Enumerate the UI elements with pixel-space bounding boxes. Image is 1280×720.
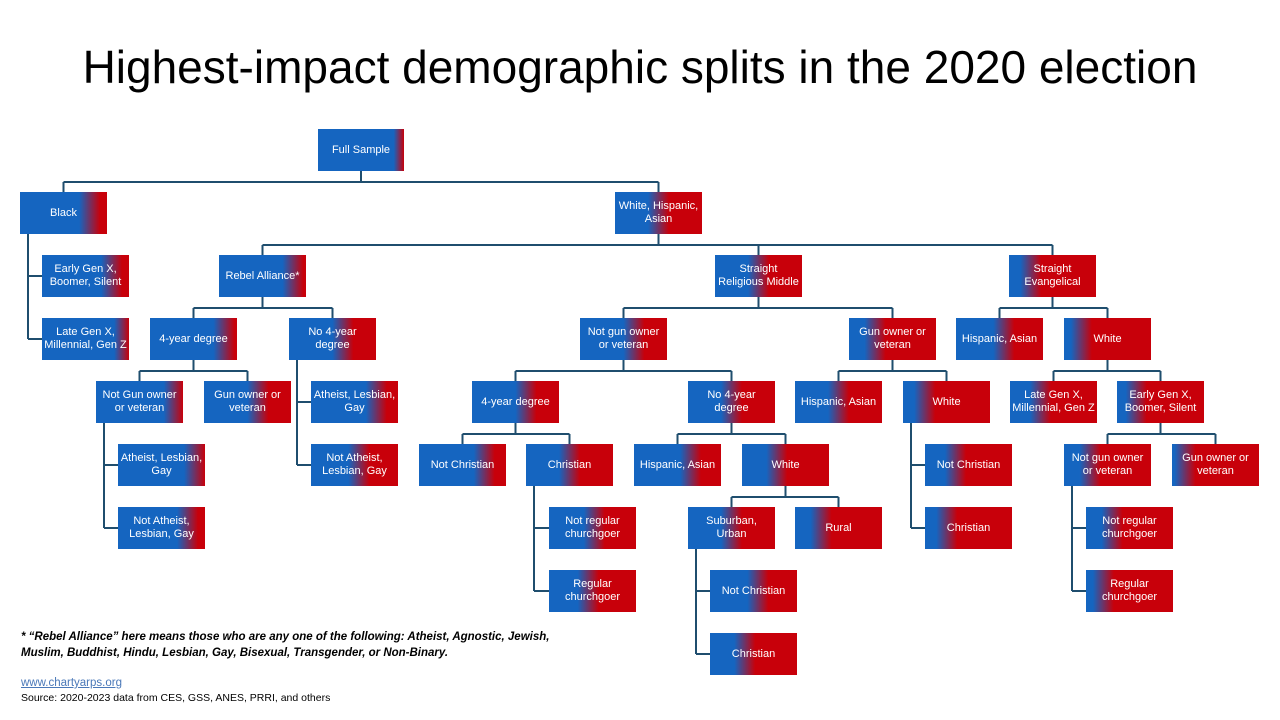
node-label: Christian [547,458,592,471]
node-label: Rebel Alliance* [225,269,300,282]
node-label: Late Gen X, Millennial, Gen Z [44,326,127,351]
node-srm_w_sub_chr: Christian [710,633,797,675]
node-rb_4y_ng_ath: Atheist, Lesbian, Gay [118,444,205,486]
node-srm_gun_w_nochr: Not Christian [925,444,1012,486]
node-srm_ng_4y_chr_nreg: Not regular churchgoer [549,507,636,549]
page-title: Highest-impact demographic splits in the… [82,41,1198,93]
node-label: Straight Religious Middle [718,263,799,288]
node-label: Regular churchgoer [564,578,621,603]
node-label: White [1093,332,1122,345]
node-srm_gun_w_chr: Christian [925,507,1012,549]
node-srm_ng_no4_hisp: Hispanic, Asian [634,444,721,486]
node-label: Christian [946,521,991,534]
node-label: Not Gun owner or veteran [102,389,177,414]
node-srm_ng_4y_chr: Christian [526,444,613,486]
node-srm_ng_no4_white: White [742,444,829,486]
node-label: Not regular churchgoer [564,515,621,540]
node-rb_4y_nogun: Not Gun owner or veteran [96,381,183,423]
node-se_wo_gun: Gun owner or veteran [1172,444,1259,486]
node-label: Rural [825,521,852,534]
node-label: White [771,458,800,471]
node-rb_4y: 4-year degree [150,318,237,360]
node-srm_w_sub: Suburban, Urban [688,507,775,549]
node-label: 4-year degree [481,395,550,408]
node-rb_4y_gun: Gun owner or veteran [204,381,291,423]
node-se: Straight Evangelical [1009,255,1096,297]
node-label: Christian [731,647,776,660]
node-label: Regular churchgoer [1101,578,1158,603]
node-b_old: Early Gen X, Boomer, Silent [42,255,129,297]
source-note: Source: 2020-2023 data from CES, GSS, AN… [21,692,331,704]
node-label: Gun owner or veteran [214,389,281,414]
node-label: Gun owner or veteran [1182,452,1249,477]
node-label: Not Atheist, Lesbian, Gay [129,515,194,540]
node-rb_4y_ng_nath: Not Atheist, Lesbian, Gay [118,507,205,549]
node-label: Not Christian [721,584,786,597]
node-se_wo_ng_reg: Regular churchgoer [1086,570,1173,612]
node-se_wo_nogun: Not gun owner or veteran [1064,444,1151,486]
node-label: Not Atheist, Lesbian, Gay [322,452,387,477]
node-rebel: Rebel Alliance* [219,255,306,297]
node-se_w_young: Late Gen X, Millennial, Gen Z [1010,381,1097,423]
node-label: Early Gen X, Boomer, Silent [49,263,122,288]
node-label: Hispanic, Asian [961,332,1038,345]
node-black: Black [20,192,107,234]
node-se_hisp: Hispanic, Asian [956,318,1043,360]
node-label: Not gun owner or veteran [587,326,660,351]
node-label: Straight Evangelical [1024,263,1081,288]
node-rb_no4: No 4-year degree [289,318,376,360]
footnote: * “Rebel Alliance” here means those who … [21,631,550,659]
node-label: Not Christian [430,458,495,471]
node-label: Suburban, Urban [706,515,757,540]
node-srm_w_sub_nochr: Not Christian [710,570,797,612]
node-srm_nogun: Not gun owner or veteran [580,318,667,360]
tree-connectors [27,171,1217,655]
node-srm_ng_4y_nochr: Not Christian [419,444,506,486]
node-rb_no4_nath: Not Atheist, Lesbian, Gay [311,444,398,486]
node-label: No 4-year degree [308,326,357,351]
website-link[interactable]: www.chartyarps.org [21,677,122,689]
node-label: Black [50,206,77,219]
node-rb_no4_ath: Atheist, Lesbian, Gay [311,381,398,423]
node-srm_ng_no4: No 4-year degree [688,381,775,423]
node-srm_gun: Gun owner or veteran [849,318,936,360]
node-srm_gun_hisp: Hispanic, Asian [795,381,882,423]
node-label: White, Hispanic, Asian [618,200,699,225]
node-label: Gun owner or veteran [859,326,926,351]
node-se_w_old: Early Gen X, Boomer, Silent [1117,381,1204,423]
node-se_white: White [1064,318,1151,360]
node-label: Full Sample [331,143,391,156]
node-whiteasian: White, Hispanic, Asian [615,192,702,234]
node-full: Full Sample [318,129,404,171]
node-label: Atheist, Lesbian, Gay [313,389,396,414]
node-srm_gun_white: White [903,381,990,423]
node-label: Not Christian [936,458,1001,471]
node-srm: Straight Religious Middle [715,255,802,297]
node-srm_ng_4y_chr_reg: Regular churchgoer [549,570,636,612]
node-label: Hispanic, Asian [639,458,716,471]
node-label: Not gun owner or veteran [1071,452,1144,477]
node-label: Atheist, Lesbian, Gay [120,452,203,477]
node-label: Late Gen X, Millennial, Gen Z [1012,389,1095,414]
node-label: No 4-year degree [707,389,756,414]
node-b_young: Late Gen X, Millennial, Gen Z [42,318,129,360]
node-srm_ng_4y: 4-year degree [472,381,559,423]
node-se_wo_ng_nreg: Not regular churchgoer [1086,507,1173,549]
node-label: White [932,395,961,408]
node-label: 4-year degree [159,332,228,345]
node-label: Not regular churchgoer [1101,515,1158,540]
node-srm_w_rural: Rural [795,507,882,549]
node-label: Early Gen X, Boomer, Silent [1124,389,1197,414]
node-label: Hispanic, Asian [800,395,877,408]
